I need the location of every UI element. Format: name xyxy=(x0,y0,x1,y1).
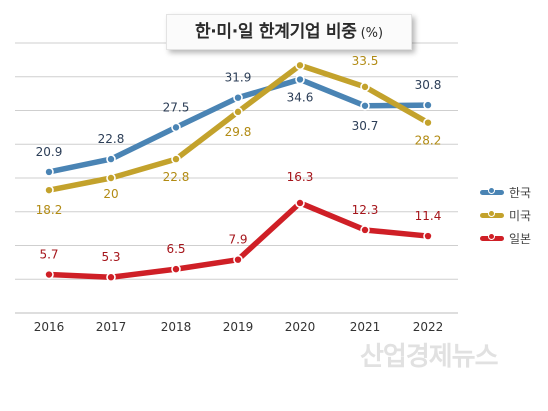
data-label-japan: 11.4 xyxy=(415,209,442,223)
data-point-usa xyxy=(106,173,116,183)
x-tick-label: 2019 xyxy=(223,320,254,334)
x-tick-label: 2016 xyxy=(34,320,65,334)
data-point-japan xyxy=(360,225,370,235)
data-point-korea xyxy=(171,122,181,133)
data-point-japan xyxy=(295,198,305,208)
legend-label-korea: 한국 xyxy=(509,186,532,200)
legend-swatch-korea xyxy=(480,187,504,195)
data-label-japan: 12.3 xyxy=(352,203,379,217)
data-point-korea xyxy=(360,100,370,111)
watermark: 산업경제뉴스 xyxy=(360,342,499,372)
data-label-usa: 33.5 xyxy=(352,54,379,68)
data-point-japan xyxy=(44,269,54,280)
data-point-korea xyxy=(44,167,54,177)
data-point-usa xyxy=(423,117,433,128)
data-point-korea xyxy=(295,74,305,85)
legend: 한국 미국 일본 xyxy=(480,181,531,250)
data-point-korea xyxy=(233,92,243,103)
legend-item-korea: 한국 xyxy=(480,181,531,204)
data-label-usa: 20 xyxy=(103,187,118,201)
legend-swatch-japan xyxy=(480,233,504,241)
chart-title-box: 한·미·일 한계기업 비중 (%) xyxy=(166,14,412,50)
x-tick-label: 2018 xyxy=(161,320,192,334)
data-label-korea: 20.9 xyxy=(36,145,63,159)
x-tick-label: 2020 xyxy=(285,320,316,334)
data-label-japan: 6.5 xyxy=(166,242,185,256)
x-tick-label: 2022 xyxy=(413,320,444,334)
data-point-usa xyxy=(295,60,305,71)
legend-item-usa: 미국 xyxy=(480,204,531,227)
legend-item-japan: 일본 xyxy=(480,227,531,250)
data-point-japan xyxy=(423,231,433,241)
chart-title: 한·미·일 한계기업 비중 xyxy=(194,22,357,42)
data-label-korea: 31.9 xyxy=(225,71,252,85)
data-point-usa xyxy=(44,185,54,195)
data-point-korea xyxy=(106,154,116,164)
data-point-usa xyxy=(171,154,181,164)
legend-label-usa: 미국 xyxy=(509,209,532,223)
data-label-korea: 30.7 xyxy=(352,119,379,133)
x-tick-label: 2017 xyxy=(96,320,127,334)
data-label-usa: 22.8 xyxy=(163,170,190,184)
data-label-usa: 18.2 xyxy=(36,203,63,217)
data-label-korea: 30.8 xyxy=(415,78,442,92)
legend-label-japan: 일본 xyxy=(509,232,532,246)
data-point-usa xyxy=(233,107,243,117)
data-point-korea xyxy=(423,100,433,110)
data-label-japan: 16.3 xyxy=(287,170,314,184)
data-point-japan xyxy=(106,272,116,283)
data-label-japan: 5.3 xyxy=(101,250,120,264)
data-point-japan xyxy=(171,264,181,274)
data-point-usa xyxy=(360,82,370,92)
data-label-korea: 27.5 xyxy=(163,100,190,114)
data-label-usa: 28.2 xyxy=(415,134,442,148)
data-label-usa: 29.8 xyxy=(225,125,252,139)
chart-unit: (%) xyxy=(360,26,384,41)
legend-swatch-usa xyxy=(480,210,504,218)
data-label-korea: 34.6 xyxy=(287,90,314,104)
x-tick-label: 2021 xyxy=(350,320,381,334)
data-label-korea: 22.8 xyxy=(98,132,125,146)
data-label-japan: 7.9 xyxy=(228,233,247,247)
data-label-japan: 5.7 xyxy=(39,248,58,262)
data-point-japan xyxy=(233,254,243,265)
